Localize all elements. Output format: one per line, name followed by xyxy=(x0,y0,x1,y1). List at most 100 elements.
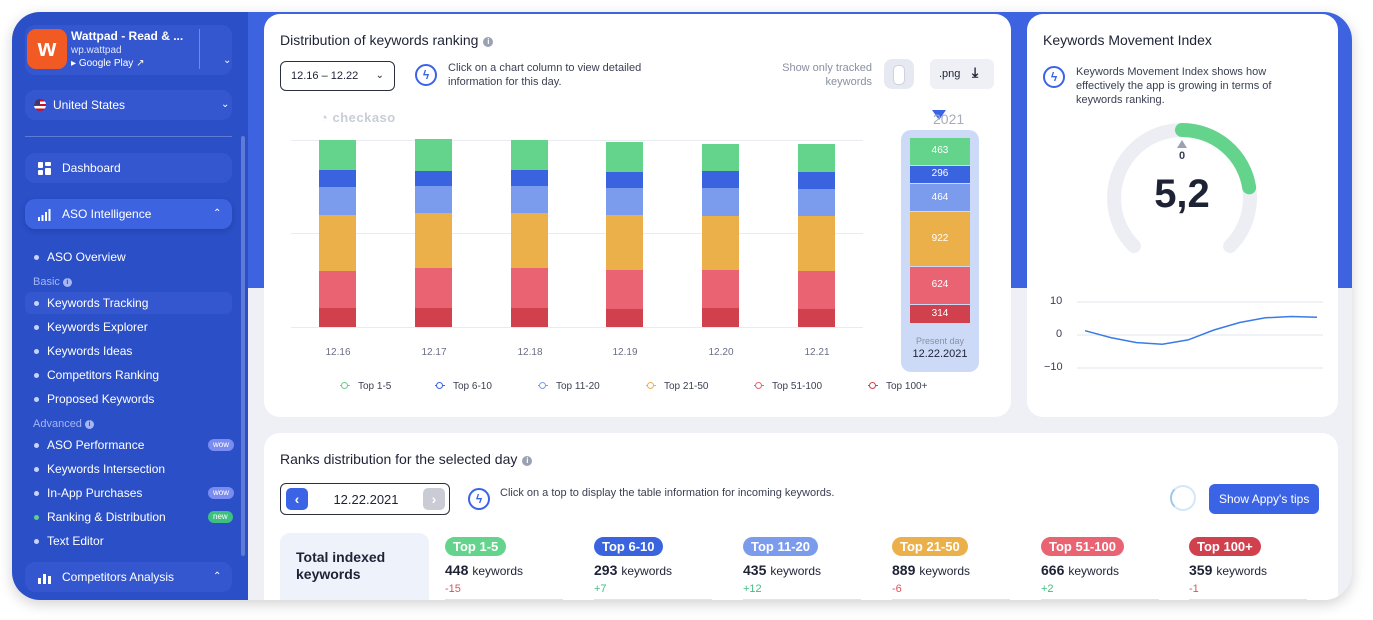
top-badge[interactable]: Top 100+ xyxy=(1189,537,1261,556)
sidebar-subitem-aso-performance[interactable]: ASO Performance wow xyxy=(25,434,235,456)
bar-segment[interactable] xyxy=(798,188,835,217)
chevron-down-icon[interactable]: ⌄ xyxy=(223,55,232,66)
sidebar-item-aso-intelligence[interactable]: ASO Intelligence ⌃ xyxy=(25,199,232,229)
bar-segment[interactable] xyxy=(702,171,739,188)
bar-segment[interactable] xyxy=(606,269,643,309)
show-tips-button[interactable]: Show Appy's tips xyxy=(1209,484,1320,514)
bar-segment[interactable] xyxy=(606,188,643,216)
bar-segment[interactable] xyxy=(511,212,548,268)
legend-item[interactable]: Top 21-50 xyxy=(646,381,708,392)
sidebar-subitem-keywords-intersection[interactable]: Keywords Intersection xyxy=(25,458,232,480)
sidebar-subitem-keywords-explorer[interactable]: Keywords Explorer xyxy=(25,316,232,338)
bar-segment[interactable] xyxy=(319,139,356,170)
sidebar-subitem-keywords-tracking[interactable]: Keywords Tracking xyxy=(25,292,232,314)
bar-segment[interactable] xyxy=(319,214,356,271)
app-name: Wattpad - Read & ... xyxy=(71,29,184,43)
year-marker-icon xyxy=(932,110,946,120)
legend-item[interactable]: Top 51-100 xyxy=(754,381,822,392)
bar-segment[interactable] xyxy=(798,270,835,309)
top-badge[interactable]: Top 6-10 xyxy=(594,537,663,556)
top-column[interactable]: Top 6-10 293 keywords +7 xyxy=(594,537,724,600)
top-badge[interactable]: Top 51-100 xyxy=(1041,537,1124,556)
bar-segment[interactable] xyxy=(415,308,452,327)
present-day-segment[interactable]: 624 xyxy=(910,267,970,305)
bar-segment[interactable] xyxy=(606,141,643,172)
top-column[interactable]: Top 21-50 889 keywords -6 xyxy=(892,537,1022,600)
bar-segment[interactable] xyxy=(798,143,835,172)
bar-segment[interactable] xyxy=(319,169,356,188)
bar-segment[interactable] xyxy=(798,308,835,327)
sidebar-subitem-competitors-ranking[interactable]: Competitors Ranking xyxy=(25,364,232,386)
bar-segment[interactable] xyxy=(415,138,452,171)
bar-segment[interactable] xyxy=(415,186,452,213)
day-picker[interactable]: ‹ 12.22.2021 › xyxy=(280,483,450,515)
info-icon[interactable]: i xyxy=(62,278,72,287)
info-icon[interactable]: i xyxy=(483,37,494,47)
top-badge[interactable]: Top 1-5 xyxy=(445,537,507,556)
top-badge[interactable]: Top 21-50 xyxy=(892,537,968,556)
sidebar-subitem-keywords-ideas[interactable]: Keywords Ideas xyxy=(25,340,232,362)
bar-segment[interactable] xyxy=(702,187,739,216)
legend-item[interactable]: Top 100+ xyxy=(868,381,927,392)
bar-segment[interactable] xyxy=(415,267,452,309)
top-column[interactable]: Top 11-20 435 keywords +12 xyxy=(743,537,873,600)
bullet-icon xyxy=(34,467,39,472)
legend-item[interactable]: Top 6-10 xyxy=(435,381,492,392)
bar-segment[interactable] xyxy=(319,187,356,215)
bar-segment[interactable] xyxy=(511,170,548,187)
app-store-link[interactable]: ▸ Google Play ↗ xyxy=(71,58,145,69)
sidebar-subitem-aso-overview[interactable]: ASO Overview xyxy=(25,246,232,268)
sidebar-scrollbar[interactable] xyxy=(241,136,245,556)
export-png-button[interactable]: .png ⤓ xyxy=(930,59,994,89)
tracked-toggle[interactable] xyxy=(884,59,914,89)
sidebar-item-competitors-analysis[interactable]: Competitors Analysis ⌃ xyxy=(25,562,232,592)
bar-segment[interactable] xyxy=(511,267,548,309)
top-column[interactable]: Top 51-100 666 keywords +2 xyxy=(1041,537,1171,600)
y-tick: 10 xyxy=(1050,295,1063,307)
prev-day-button[interactable]: ‹ xyxy=(286,488,308,510)
bar-segment[interactable] xyxy=(798,216,835,271)
present-day-column[interactable]: 463 296 464 922 624 314 Present day 12.22.202… xyxy=(901,130,979,372)
bar-segment[interactable] xyxy=(798,171,835,189)
present-day-segment[interactable]: 922 xyxy=(910,211,970,267)
next-day-button[interactable]: › xyxy=(423,488,445,510)
legend-item[interactable]: Top 11-20 xyxy=(538,381,600,392)
bar-segment[interactable] xyxy=(415,170,452,187)
present-day-segment[interactable]: 314 xyxy=(910,305,970,323)
divider xyxy=(1041,599,1159,600)
date-range-select[interactable]: 12.16 – 12.22 ⌄ xyxy=(280,61,395,91)
bar-segment[interactable] xyxy=(702,144,739,172)
info-icon[interactable]: i xyxy=(84,420,94,429)
sidebar-subitem-proposed-keywords[interactable]: Proposed Keywords xyxy=(25,388,232,410)
bar-segment[interactable] xyxy=(702,270,739,309)
present-day-segment[interactable]: 463 xyxy=(910,138,970,165)
bar-segment[interactable] xyxy=(606,215,643,270)
top-column[interactable]: Top 100+ 359 keywords -1 xyxy=(1189,537,1319,600)
bar-segment[interactable] xyxy=(606,171,643,189)
sidebar-subitem-label: Keywords Intersection xyxy=(47,462,166,476)
bar-segment[interactable] xyxy=(702,308,739,327)
legend-item[interactable]: Top 1-5 xyxy=(340,381,391,392)
sidebar-subitem-text-editor[interactable]: Text Editor xyxy=(25,530,232,552)
top-badge[interactable]: Top 11-20 xyxy=(743,537,819,556)
bar-segment[interactable] xyxy=(511,308,548,327)
bar-segment[interactable] xyxy=(319,270,356,309)
sidebar-item-dashboard[interactable]: Dashboard xyxy=(25,153,232,183)
bar-segment[interactable] xyxy=(511,140,548,171)
sidebar-subitem-ranking-distribution[interactable]: Ranking & Distribution new xyxy=(25,506,233,528)
year-label: 2021 xyxy=(933,111,965,127)
info-icon[interactable]: i xyxy=(522,456,533,466)
top-column[interactable]: Top 1-5 448 keywords -15 xyxy=(445,537,575,600)
bar-segment[interactable] xyxy=(606,308,643,327)
movement-line-chart xyxy=(1077,301,1323,369)
country-selector[interactable]: United States ⌄ xyxy=(25,90,232,120)
bar-segment[interactable] xyxy=(511,186,548,213)
x-tick-label: 12.18 xyxy=(517,347,543,358)
app-selector[interactable]: w Wattpad - Read & ... wp.wattpad ▸ Goog… xyxy=(25,25,232,75)
bar-segment[interactable] xyxy=(702,215,739,271)
present-day-segment[interactable]: 464 xyxy=(910,183,970,211)
present-day-segment[interactable]: 296 xyxy=(910,165,970,183)
bar-segment[interactable] xyxy=(415,212,452,268)
bar-segment[interactable] xyxy=(319,308,356,327)
sidebar-subitem-in-app-purchases[interactable]: In-App Purchases wow xyxy=(25,482,235,504)
